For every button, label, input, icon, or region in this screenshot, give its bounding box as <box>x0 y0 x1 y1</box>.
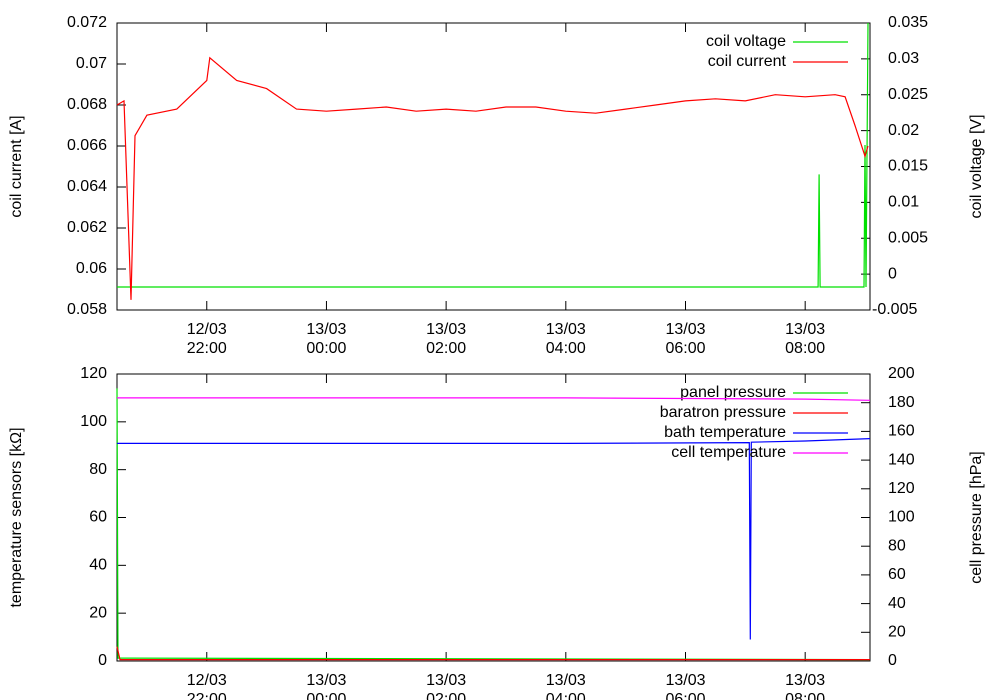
x-tick-label: 13/03 08:00 <box>785 672 825 700</box>
y2-tick-label: 160 <box>888 423 915 440</box>
y2-tick-label: 120 <box>888 480 915 497</box>
x-tick-label: 13/03 02:00 <box>426 321 466 357</box>
series-line <box>117 22 869 288</box>
y-tick-label: 0.06 <box>76 260 107 277</box>
x-tick-label: 13/03 00:00 <box>306 672 346 700</box>
y2-tick-label: 0 <box>888 652 897 669</box>
y-tick-label: 0.072 <box>67 14 107 31</box>
y-tick-label: 0.068 <box>67 96 107 113</box>
y2-tick-label: -0.005 <box>872 301 917 318</box>
y-tick-label: 100 <box>80 413 107 430</box>
y-tick-label: 0.066 <box>67 137 107 154</box>
y-tick-label: 60 <box>89 509 107 526</box>
y-tick-label: 0 <box>98 652 107 669</box>
y-tick-label: 20 <box>89 604 107 621</box>
y2-tick-label: 20 <box>888 624 906 641</box>
legend-label: cell temperature <box>671 444 786 461</box>
legend-label: panel pressure <box>680 384 786 401</box>
y-tick-label: 80 <box>89 461 107 478</box>
y-tick-label: 0.064 <box>67 178 107 195</box>
legend-label: baratron pressure <box>660 404 786 421</box>
legend-label: coil voltage <box>706 33 786 50</box>
series-line <box>117 438 871 640</box>
x-tick-label: 12/03 22:00 <box>187 672 227 700</box>
legend-label: bath temperature <box>664 424 786 441</box>
x-tick-label: 13/03 04:00 <box>546 321 586 357</box>
y2-tick-label: 60 <box>888 566 906 583</box>
y2-tick-label: 0 <box>888 265 897 282</box>
y-tick-label: 120 <box>80 365 107 382</box>
y-tick-label: 0.058 <box>67 301 107 318</box>
y-axis-label: temperature sensors [kΩ] <box>8 427 25 607</box>
y2-tick-label: 180 <box>888 394 915 411</box>
y-tick-label: 0.07 <box>76 55 107 72</box>
y2-tick-label: 0.01 <box>888 194 919 211</box>
series-line <box>116 56 869 300</box>
y2-tick-label: 100 <box>888 509 915 526</box>
y-tick-label: 0.062 <box>67 219 107 236</box>
y2-tick-label: 0.03 <box>888 50 919 67</box>
plot: 0 20 40 60 80 100 120 0 20 40 60 80 100 120 140 160 180 2… <box>8 365 985 700</box>
legend-label: coil current <box>708 53 787 70</box>
y2-tick-label: 40 <box>888 595 906 612</box>
x-tick-label: 12/03 22:00 <box>187 321 227 357</box>
x-tick-label: 13/03 08:00 <box>785 321 825 357</box>
x-tick-label: 13/03 04:00 <box>546 672 586 700</box>
y-axis-label: coil current [A] <box>8 115 25 217</box>
y2-tick-label: 80 <box>888 537 906 554</box>
y2-tick-label: 0.025 <box>888 86 928 103</box>
series-line <box>116 646 870 661</box>
y2-tick-label: 0.015 <box>888 158 928 175</box>
series-line <box>117 397 871 401</box>
y2-axis-label: coil voltage [V] <box>968 114 985 218</box>
plot: 0.058 0.06 0.062 0.064 0.066 0.068 0.07 0.072 -0… <box>8 14 985 357</box>
y-tick-label: 40 <box>89 557 107 574</box>
y2-tick-label: 0.005 <box>888 229 928 246</box>
x-tick-label: 13/03 06:00 <box>665 672 705 700</box>
y2-axis-label: cell pressure [hPa] <box>968 451 985 584</box>
x-tick-label: 13/03 00:00 <box>306 321 346 357</box>
y2-tick-label: 140 <box>888 451 915 468</box>
y2-tick-label: 0.035 <box>888 14 928 31</box>
y2-tick-label: 0.02 <box>888 122 919 139</box>
y2-tick-label: 200 <box>888 365 915 382</box>
x-tick-label: 13/03 06:00 <box>665 321 705 357</box>
x-tick-label: 13/03 02:00 <box>426 672 466 700</box>
